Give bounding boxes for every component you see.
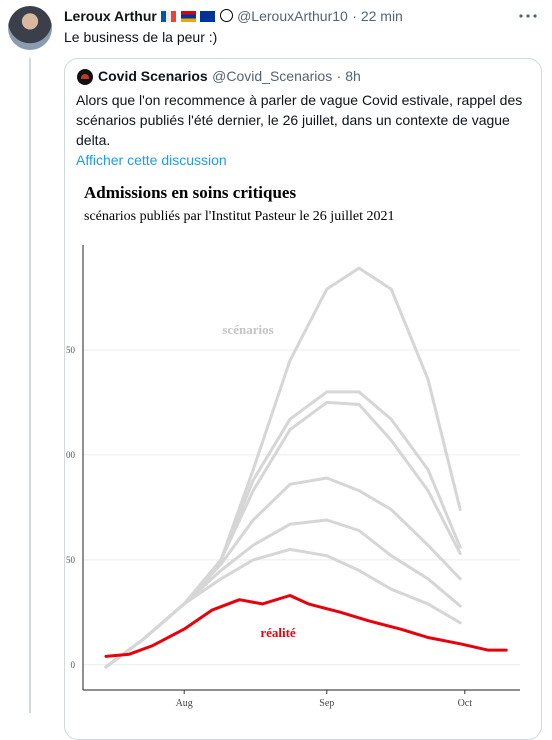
y-tick-label: 50 xyxy=(66,555,76,565)
flags xyxy=(161,9,233,27)
series-line xyxy=(104,518,462,669)
series-line xyxy=(104,547,462,669)
quoted-header: Covid Scenarios @Covid_Scenarios · 8h xyxy=(98,68,361,86)
annotation: réalité xyxy=(260,625,296,640)
chart: Admissions en soins critiques scénarios … xyxy=(66,183,520,709)
more-icon[interactable] xyxy=(518,12,538,20)
x-tick-label: Aug xyxy=(176,698,193,709)
avatar[interactable] xyxy=(8,6,52,50)
quoted-time: · 8h xyxy=(336,68,361,84)
quoted-name: Covid Scenarios xyxy=(98,68,208,84)
author-handle[interactable]: @LerouxArthur10 xyxy=(237,8,348,24)
quoted-text: Alors que l'on recommence à parler de va… xyxy=(76,92,523,148)
y-tick-label: 0 xyxy=(71,660,76,670)
chart-title: Admissions en soins critiques xyxy=(84,183,296,202)
series-line xyxy=(104,594,508,658)
quoted-avatar xyxy=(77,69,93,85)
author-name[interactable]: Leroux Arthur xyxy=(64,8,157,24)
tweet-time[interactable]: · 22 min xyxy=(352,8,403,24)
tweet-text: Le business de la peur :) xyxy=(64,29,218,45)
x-tick-label: Sep xyxy=(319,698,334,709)
y-tick-label: 00 xyxy=(66,450,76,460)
annotation: scénarios xyxy=(222,322,273,337)
chart-subtitle: scénarios publiés par l'Institut Pasteur… xyxy=(84,209,394,224)
show-thread-link[interactable]: Afficher cette discussion xyxy=(76,152,227,168)
y-tick-label: 50 xyxy=(66,345,76,355)
page: Leroux Arthur @LerouxArthur10 · 22 min L… xyxy=(8,6,542,740)
quoted-handle: @Covid_Scenarios xyxy=(212,68,333,84)
thread-line xyxy=(29,58,31,713)
series-line xyxy=(104,266,462,669)
x-tick-label: Oct xyxy=(458,698,473,709)
header: Leroux Arthur @LerouxArthur10 · 22 min xyxy=(64,8,403,27)
